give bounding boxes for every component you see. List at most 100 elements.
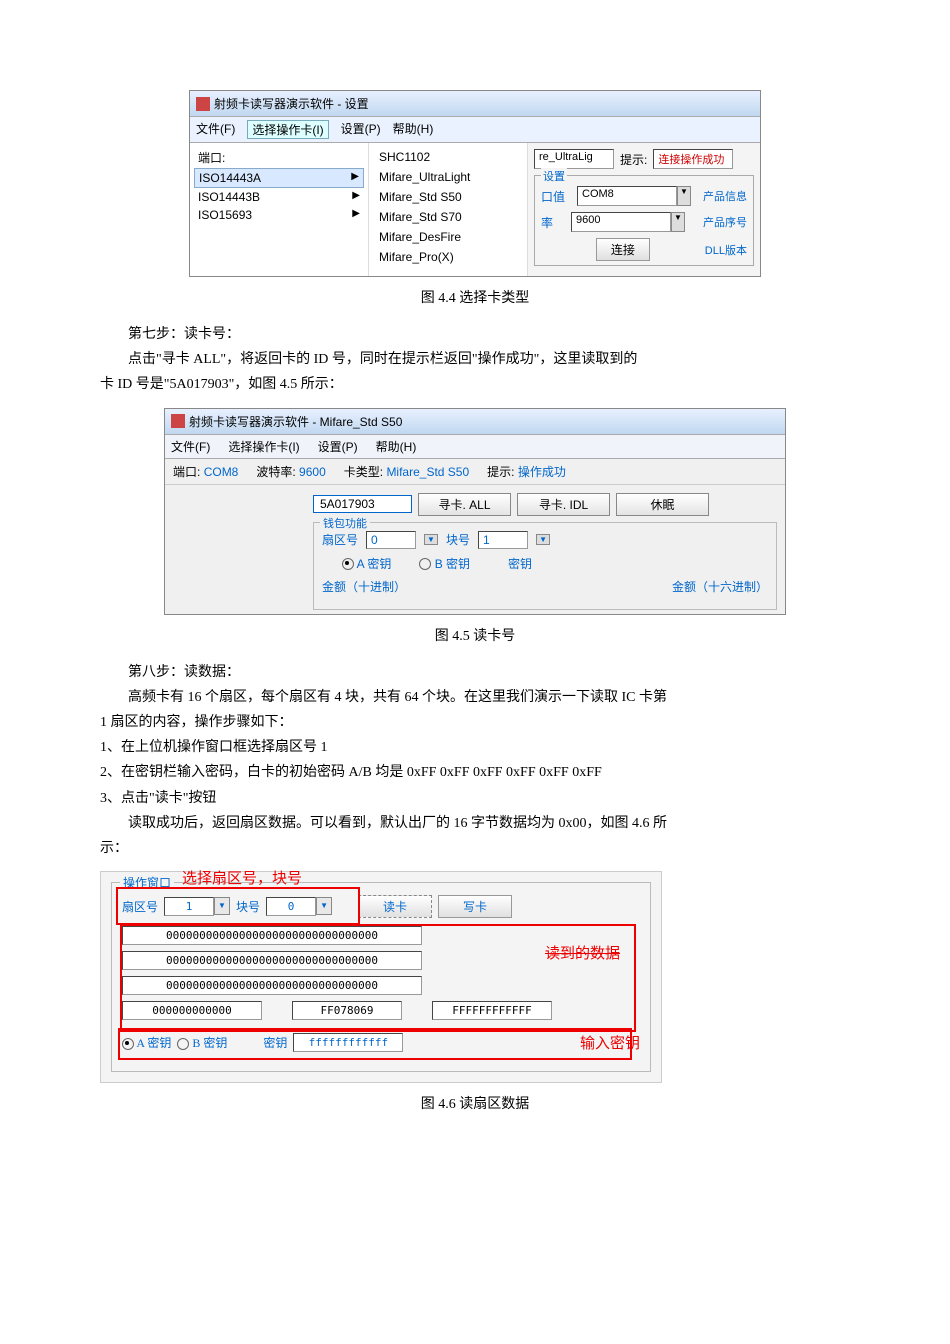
a-key-radio[interactable]	[342, 558, 354, 570]
figure-4-5-caption: 图 4.5 读卡号	[100, 625, 850, 645]
chevron-right-icon: ▶	[351, 171, 359, 185]
card-id-box: 5A017903	[313, 495, 412, 513]
chevron-right-icon: ▶	[352, 208, 360, 222]
step7-text-b: 卡 ID 号是"5A017903"，如图 4.5 所示：	[100, 372, 850, 397]
menu-help[interactable]: 帮助(H)	[393, 120, 434, 139]
mifare-ultralight-item[interactable]: Mifare_UltraLight	[373, 167, 523, 187]
chevron-down-icon[interactable]: ▼	[424, 534, 438, 545]
menu-help[interactable]: 帮助(H)	[376, 438, 417, 455]
submenu-col1: 端口: ISO14443A ▶ ISO14443B ▶ ISO15693 ▶	[190, 143, 369, 276]
a-key-radio[interactable]	[122, 1038, 134, 1050]
mifare-s50-item[interactable]: Mifare_Std S50	[373, 187, 523, 207]
dll-ver-label: DLL版本	[705, 242, 747, 258]
figure-4-6-caption: 图 4.6 读扇区数据	[100, 1093, 850, 1113]
window-frame-45: 射频卡读写器演示软件 - Mifare_Std S50 文件(F) 选择操作卡(…	[164, 408, 786, 615]
block-select[interactable]: 0	[266, 897, 316, 916]
tip-value: 连接操作成功	[653, 149, 733, 169]
settings-legend: 设置	[541, 168, 567, 184]
step8-text2-b: 示：	[100, 836, 850, 861]
content-area: 端口: ISO14443A ▶ ISO14443B ▶ ISO15693 ▶ S…	[190, 143, 760, 276]
menubar: 文件(F) 选择操作卡(I) 设置(P) 帮助(H)	[190, 117, 760, 143]
window-frame-46: 操作窗口 选择扇区号，块号 扇区号 1▼ 块号 0▼ 读卡 写卡 读到的数据 0…	[100, 871, 662, 1083]
data-row-4a: 000000000000	[122, 1001, 262, 1020]
annotation-2: 读到的数据	[545, 942, 620, 963]
step8-l3: 3、点击"读卡"按钮	[100, 786, 850, 811]
chevron-down-icon[interactable]: ▼	[536, 534, 550, 545]
shc1102-item[interactable]: SHC1102	[373, 147, 523, 167]
baud-select[interactable]: 9600	[571, 212, 671, 232]
mifare-s70-item[interactable]: Mifare_Std S70	[373, 207, 523, 227]
window-title: 射频卡读写器演示软件 - 设置	[214, 95, 369, 112]
key-row: A 密钥 B 密钥 密钥 ffffffffffff 输入密钥	[122, 1032, 640, 1053]
wallet-legend: 钱包功能	[320, 515, 370, 531]
b-key-label: B 密钥	[192, 1036, 227, 1050]
data-row-2: 00000000000000000000000000000000	[122, 951, 422, 970]
titlebar: 射频卡读写器演示软件 - Mifare_Std S50	[165, 409, 785, 435]
amount-hex-label: 金额（十六进制）	[672, 578, 768, 595]
iso14443b-item[interactable]: ISO14443B ▶	[194, 188, 364, 206]
write-card-button[interactable]: 写卡	[438, 895, 512, 918]
chevron-right-icon: ▶	[352, 190, 360, 204]
chevron-down-icon[interactable]: ▼	[671, 212, 685, 232]
app-icon	[196, 97, 210, 111]
menu-selectcard[interactable]: 选择操作卡(I)	[247, 120, 328, 139]
right-panel: re_UltraLig 提示: 连接操作成功 设置 口值 COM8▼ 产品信息 …	[528, 143, 760, 276]
a-key-label: A 密钥	[357, 557, 392, 571]
annotation-3: 输入密钥	[580, 1032, 640, 1053]
menu-selectcard[interactable]: 选择操作卡(I)	[228, 438, 299, 455]
connect-button[interactable]: 连接	[596, 238, 650, 261]
b-key-radio[interactable]	[177, 1038, 189, 1050]
window-title: 射频卡读写器演示软件 - Mifare_Std S50	[189, 413, 402, 430]
b-key-radio[interactable]	[419, 558, 431, 570]
step8-l1: 1、在上位机操作窗口框选择扇区号 1	[100, 735, 850, 760]
mifare-prox-item[interactable]: Mifare_Pro(X)	[373, 247, 523, 267]
settings-fieldset: 设置 口值 COM8▼ 产品信息 率 9600▼ 产品序号 连接 DLL	[534, 175, 754, 266]
cardtype-value: Mifare_Std S50	[386, 465, 469, 479]
menu-settings[interactable]: 设置(P)	[341, 120, 381, 139]
port-value: COM8	[204, 465, 239, 479]
menu-file[interactable]: 文件(F)	[196, 120, 235, 139]
seek-all-button[interactable]: 寻卡. ALL	[418, 493, 511, 516]
sector-select[interactable]: 0	[366, 531, 416, 549]
window-frame-44: 射频卡读写器演示软件 - 设置 文件(F) 选择操作卡(I) 设置(P) 帮助(…	[189, 90, 761, 277]
iso14443a-label: ISO14443A	[199, 171, 261, 185]
read-card-button[interactable]: 读卡	[358, 895, 432, 918]
sector-select[interactable]: 1	[164, 897, 214, 916]
menu-settings[interactable]: 设置(P)	[318, 438, 358, 455]
menubar: 文件(F) 选择操作卡(I) 设置(P) 帮助(H)	[165, 435, 785, 459]
data-rows: 读到的数据 00000000000000000000000000000000 0…	[122, 926, 640, 1020]
port-select[interactable]: COM8	[577, 186, 677, 206]
tip-label: 提示:	[487, 465, 514, 479]
key-label: 密钥	[508, 555, 532, 572]
figure-4-5: 射频卡读写器演示软件 - Mifare_Std S50 文件(F) 选择操作卡(…	[100, 408, 850, 615]
b-key-label: B 密钥	[435, 557, 470, 571]
mifare-desfire-item[interactable]: Mifare_DesFire	[373, 227, 523, 247]
port-label: 端口:	[198, 149, 225, 166]
tip-label: 提示:	[620, 151, 647, 168]
iso15693-item[interactable]: ISO15693 ▶	[194, 206, 364, 224]
seek-idl-button[interactable]: 寻卡. IDL	[517, 493, 610, 516]
baud-label: 波特率:	[256, 465, 295, 479]
chevron-down-icon[interactable]: ▼	[214, 897, 230, 915]
submenu-col2: SHC1102 Mifare_UltraLight Mifare_Std S50…	[369, 143, 528, 276]
step8-text2-a: 读取成功后，返回扇区数据。可以看到，默认出厂的 16 字节数据均为 0x00，如…	[100, 811, 850, 836]
step7-text-a: 点击"寻卡 ALL"，将返回卡的 ID 号，同时在提示栏返回"操作成功"，这里读…	[100, 347, 850, 372]
key-label: 密钥	[263, 1034, 287, 1051]
a-key-label: A 密钥	[136, 1036, 171, 1050]
status-bar: 端口: COM8 波特率: 9600 卡类型: Mifare_Std S50 提…	[165, 459, 785, 485]
menu-file[interactable]: 文件(F)	[171, 438, 210, 455]
iso14443a-item[interactable]: ISO14443A ▶	[194, 168, 364, 188]
chevron-down-icon[interactable]: ▼	[677, 186, 691, 206]
data-row-1: 00000000000000000000000000000000	[122, 926, 422, 945]
port-label: 端口:	[173, 465, 200, 479]
block-select[interactable]: 1	[478, 531, 528, 549]
readonly-field: re_UltraLig	[534, 149, 614, 169]
block-label: 块号	[236, 898, 260, 915]
sleep-button[interactable]: 休眠	[616, 493, 709, 516]
step8-text-a: 高频卡有 16 个扇区，每个扇区有 4 块，共有 64 个块。在这里我们演示一下…	[100, 685, 850, 710]
data-row-3: 00000000000000000000000000000000	[122, 976, 422, 995]
chevron-down-icon[interactable]: ▼	[316, 897, 332, 915]
key-input[interactable]: ffffffffffff	[293, 1033, 403, 1052]
step8-heading: 第八步：读数据：	[100, 660, 850, 685]
step8-l2: 2、在密钥栏输入密码，白卡的初始密码 A/B 均是 0xFF 0xFF 0xFF…	[100, 760, 850, 785]
